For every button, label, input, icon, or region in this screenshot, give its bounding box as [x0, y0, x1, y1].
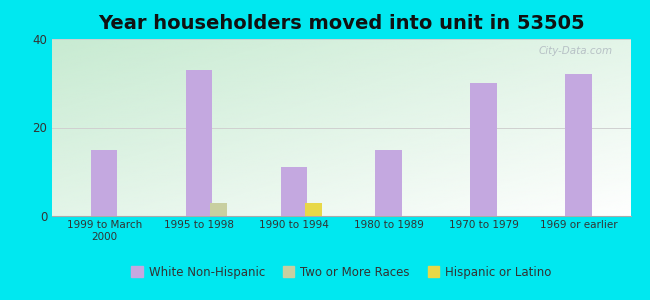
Legend: White Non-Hispanic, Two or More Races, Hispanic or Latino: White Non-Hispanic, Two or More Races, H…: [126, 261, 556, 283]
Text: City-Data.com: City-Data.com: [539, 46, 613, 56]
Bar: [470, 83, 497, 216]
Bar: [376, 150, 402, 216]
Bar: [91, 150, 118, 216]
Bar: [565, 74, 592, 216]
Bar: [281, 167, 307, 216]
Bar: [306, 203, 322, 216]
Title: Year householders moved into unit in 53505: Year householders moved into unit in 535…: [98, 14, 584, 33]
Bar: [186, 70, 213, 216]
Bar: [211, 203, 227, 216]
